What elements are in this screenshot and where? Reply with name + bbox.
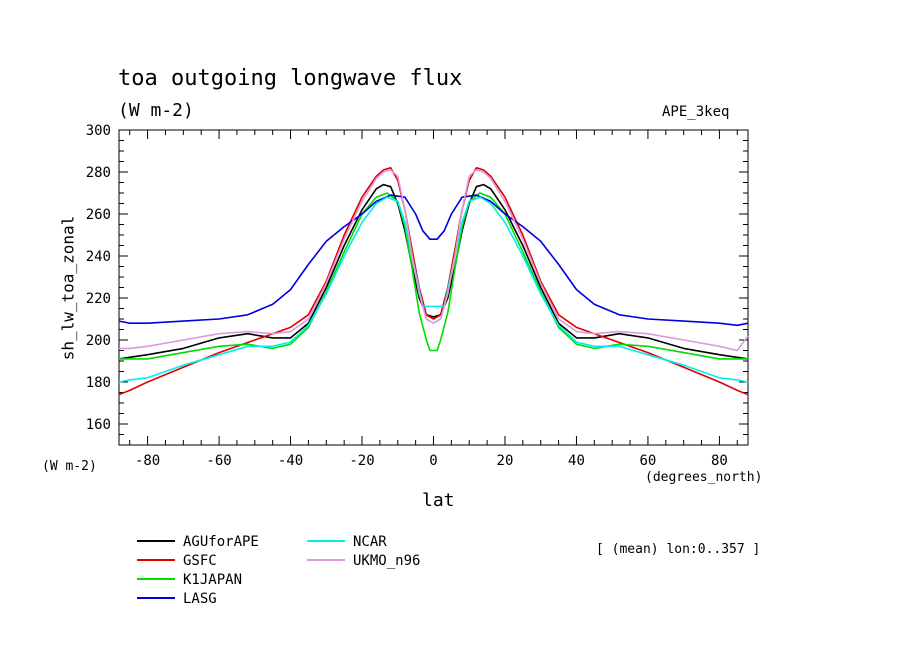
series-line-gsfc [118,167,749,396]
dataset-label: APE_3keq [662,104,730,120]
y-tick-label: 240 [86,249,111,265]
series-line-k1japan [119,192,748,360]
x-tick-label: -20 [349,453,374,469]
x-tick-label: 20 [497,453,514,469]
x-tick-label: 0 [429,453,437,469]
y-tick-label: 200 [86,333,111,349]
y-tick-label: 180 [86,375,111,391]
chart-units: (W m-2) [118,100,194,121]
y-tick-label: 260 [86,207,111,223]
x-tick-label: 80 [711,453,728,469]
y-tick-label: 160 [86,417,111,433]
chart-title: toa outgoing longwave flux [118,66,463,91]
x-tick-label: -60 [206,453,231,469]
series-line-ncar [118,196,749,383]
legend-label: K1JAPAN [183,572,242,588]
y-tick-label: 280 [86,165,111,181]
x-axis-units: (degrees_north) [645,470,763,485]
legend-label: AGUforAPE [183,534,259,550]
legend-label: LASG [183,591,217,607]
x-tick-label: 60 [640,453,657,469]
y-tick-label: 300 [86,123,111,139]
x-tick-label: -40 [278,453,303,469]
legend: AGUforAPE GSFC K1JAPAN LASG NCAR UKMO_n96 [137,534,420,607]
plot-frame [118,129,749,446]
legend-label: NCAR [353,534,387,550]
series-line-aguforape [118,183,749,360]
y-tick-label: 220 [86,291,111,307]
x-tick-label: 40 [568,453,585,469]
series-line-ukmo_n96 [119,169,749,352]
y-axis-units: (W m-2) [42,459,97,474]
axis-ticks: 160 180 200 220 240 260 280 300 -80 -60 -40 -20 0 20 4… [86,123,748,469]
averaging-note: [ (mean) lon:0..357 ] [596,542,761,557]
legend-label: UKMO_n96 [353,553,420,569]
x-tick-label: -80 [135,453,160,469]
series-line-lasg [118,194,749,327]
legend-label: GSFC [183,553,217,569]
series-lines [118,167,749,396]
x-axis-label: lat [422,490,455,511]
